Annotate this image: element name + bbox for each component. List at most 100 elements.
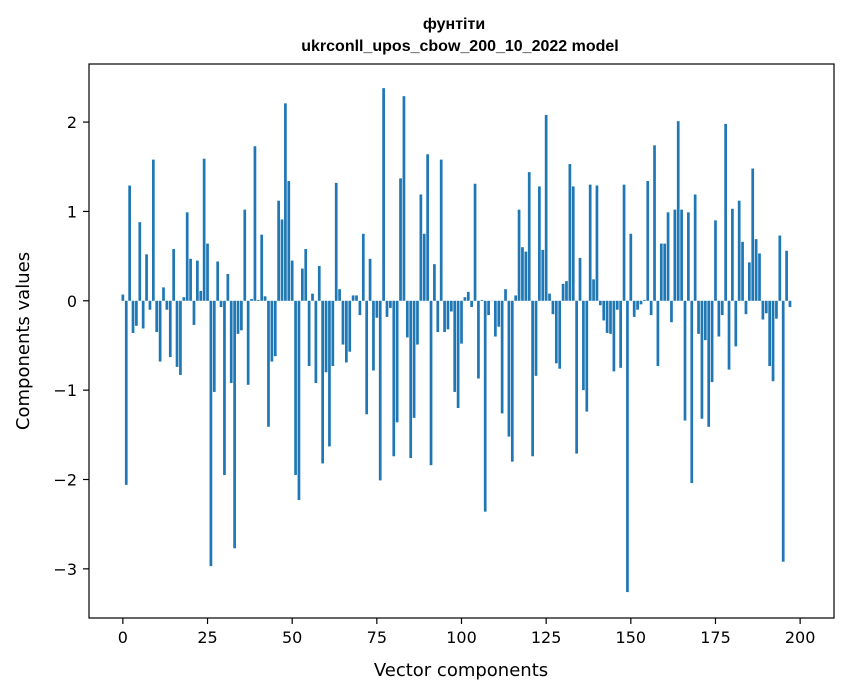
bar <box>443 300 446 333</box>
bar <box>263 296 267 301</box>
bar <box>331 300 335 367</box>
bar <box>680 209 683 301</box>
bar <box>582 300 585 391</box>
bar <box>571 186 575 301</box>
bar <box>392 300 396 457</box>
bar <box>182 297 186 301</box>
bar <box>229 300 233 383</box>
bar <box>389 300 392 308</box>
bar <box>348 300 352 352</box>
bar <box>422 233 426 301</box>
bar <box>179 300 182 375</box>
bar <box>653 145 656 301</box>
bar <box>240 300 243 331</box>
bar <box>260 234 264 301</box>
bar <box>541 249 545 301</box>
bar <box>226 273 230 301</box>
bar <box>368 258 372 301</box>
bar <box>223 300 226 476</box>
bars-group <box>121 88 792 593</box>
bar <box>781 300 785 562</box>
bar <box>287 181 291 301</box>
bar <box>690 300 694 484</box>
bar <box>639 300 643 305</box>
bar <box>758 253 761 301</box>
bar <box>568 164 572 301</box>
bar <box>602 300 606 321</box>
plot-frame <box>88 63 835 619</box>
bar <box>358 300 362 316</box>
bar <box>334 182 338 301</box>
bar <box>673 209 677 301</box>
bar <box>676 121 680 301</box>
bar <box>351 295 355 301</box>
bar <box>375 300 379 318</box>
bar <box>412 300 416 418</box>
bar <box>504 289 507 301</box>
x-axis-ticks: 0 25 50 75 100 125 150 175 200 <box>118 618 816 647</box>
bar <box>304 248 308 301</box>
bar <box>270 300 274 362</box>
bar <box>460 300 463 344</box>
bar <box>554 300 558 364</box>
x-tick-label: 75 <box>367 628 387 647</box>
bar <box>687 212 690 301</box>
bar <box>405 300 409 338</box>
bar <box>585 300 589 412</box>
bar <box>629 233 633 301</box>
bar <box>128 185 131 301</box>
bar <box>294 300 297 476</box>
bar <box>683 300 687 421</box>
bar <box>666 212 670 301</box>
bar <box>615 300 619 310</box>
bar <box>250 299 253 301</box>
bar <box>175 300 179 367</box>
y-tick-label: −1 <box>53 381 77 400</box>
bar <box>656 300 660 367</box>
bar <box>361 233 365 301</box>
bar <box>643 299 646 301</box>
bar <box>243 209 247 301</box>
y-tick-label: 1 <box>67 202 77 221</box>
bar <box>345 300 348 363</box>
bar <box>697 300 700 334</box>
x-tick-label: 200 <box>785 628 816 647</box>
x-tick-label: 150 <box>616 628 647 647</box>
bar <box>558 300 562 369</box>
bar <box>470 300 474 308</box>
bar <box>500 300 504 414</box>
bar <box>138 222 142 301</box>
bar <box>121 294 125 301</box>
bar <box>466 291 470 301</box>
bar <box>764 300 768 314</box>
bar <box>429 300 433 466</box>
bar <box>365 300 369 415</box>
bar <box>565 281 568 301</box>
bar <box>720 300 724 316</box>
bar <box>561 283 565 301</box>
bar <box>710 300 714 383</box>
bar <box>507 300 511 437</box>
y-axis-label: Components values <box>13 252 34 430</box>
bar <box>297 300 301 501</box>
bar <box>277 200 280 301</box>
bar <box>300 268 304 301</box>
bar <box>497 300 501 327</box>
bar <box>236 300 240 334</box>
bar <box>131 300 135 333</box>
bar <box>609 300 612 334</box>
bar <box>456 300 460 409</box>
x-tick-label: 100 <box>446 628 477 647</box>
bar <box>551 300 555 315</box>
bar <box>724 123 727 301</box>
bar <box>317 265 321 301</box>
bar <box>517 209 521 301</box>
bar <box>463 297 467 301</box>
bar <box>385 300 389 317</box>
bar <box>771 300 775 382</box>
bar <box>253 146 257 301</box>
bar <box>480 299 484 301</box>
bar <box>693 194 697 301</box>
bar <box>307 300 311 367</box>
